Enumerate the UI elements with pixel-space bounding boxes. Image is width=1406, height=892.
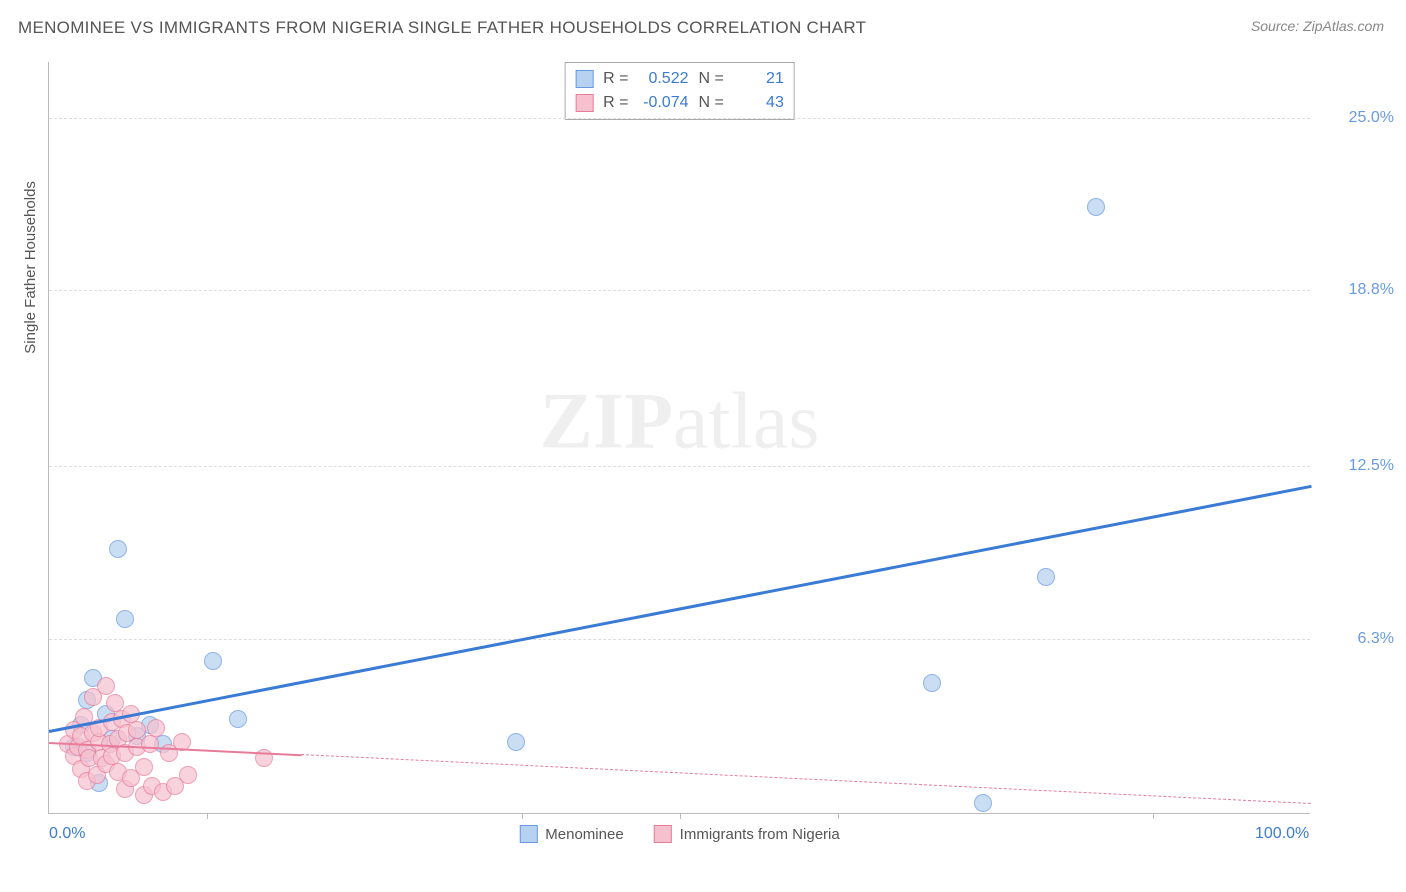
data-point [507, 733, 525, 751]
n-value: 21 [734, 67, 784, 91]
x-tick-label: 0.0% [49, 825, 85, 843]
n-value: 43 [734, 91, 784, 115]
legend-label: Immigrants from Nigeria [680, 826, 840, 843]
data-point [179, 766, 197, 784]
legend-swatch [519, 825, 537, 843]
data-point [116, 610, 134, 628]
r-label: R = [603, 91, 628, 115]
r-value: 0.522 [639, 67, 689, 91]
data-point [229, 710, 247, 728]
x-tick [838, 813, 839, 819]
trend-line [49, 485, 1311, 733]
data-point [109, 540, 127, 558]
data-point [106, 694, 124, 712]
source-attribution: Source: ZipAtlas.com [1251, 18, 1384, 34]
scatter-plot-area: ZIPatlas R = 0.522 N = 21 R = -0.074 N =… [48, 62, 1310, 814]
x-tick-label: 100.0% [1255, 825, 1309, 843]
data-point [1087, 198, 1105, 216]
x-tick [1153, 813, 1154, 819]
watermark-atlas: atlas [673, 378, 820, 466]
series-swatch-menominee [575, 70, 593, 88]
watermark: ZIPatlas [540, 377, 820, 468]
legend-item-nigeria: Immigrants from Nigeria [654, 825, 840, 843]
data-point [204, 652, 222, 670]
n-label: N = [699, 67, 724, 91]
x-tick [522, 813, 523, 819]
y-tick-label: 25.0% [1320, 109, 1394, 127]
data-point [147, 719, 165, 737]
data-point [97, 677, 115, 695]
x-tick [680, 813, 681, 819]
legend-item-menominee: Menominee [519, 825, 623, 843]
legend-label: Menominee [545, 826, 623, 843]
r-label: R = [603, 67, 628, 91]
y-axis-title: Single Father Households [22, 181, 39, 354]
data-point [141, 735, 159, 753]
r-value: -0.074 [639, 91, 689, 115]
correlation-stats-box: R = 0.522 N = 21 R = -0.074 N = 43 [564, 62, 795, 120]
data-point [135, 758, 153, 776]
data-point [974, 794, 992, 812]
y-tick-label: 18.8% [1320, 281, 1394, 299]
data-point [923, 674, 941, 692]
gridline [49, 118, 1310, 119]
n-label: N = [699, 91, 724, 115]
trend-line [301, 754, 1311, 804]
data-point [1037, 568, 1055, 586]
y-tick-label: 12.5% [1320, 457, 1394, 475]
legend: Menominee Immigrants from Nigeria [519, 825, 839, 843]
stats-row: R = 0.522 N = 21 [575, 67, 784, 91]
gridline [49, 290, 1310, 291]
legend-swatch [654, 825, 672, 843]
chart-title: MENOMINEE VS IMMIGRANTS FROM NIGERIA SIN… [18, 18, 866, 38]
x-tick [207, 813, 208, 819]
y-tick-label: 6.3% [1320, 630, 1394, 648]
stats-row: R = -0.074 N = 43 [575, 91, 784, 115]
gridline [49, 466, 1310, 467]
gridline [49, 639, 1310, 640]
watermark-zip: ZIP [540, 378, 673, 466]
series-swatch-nigeria [575, 94, 593, 112]
